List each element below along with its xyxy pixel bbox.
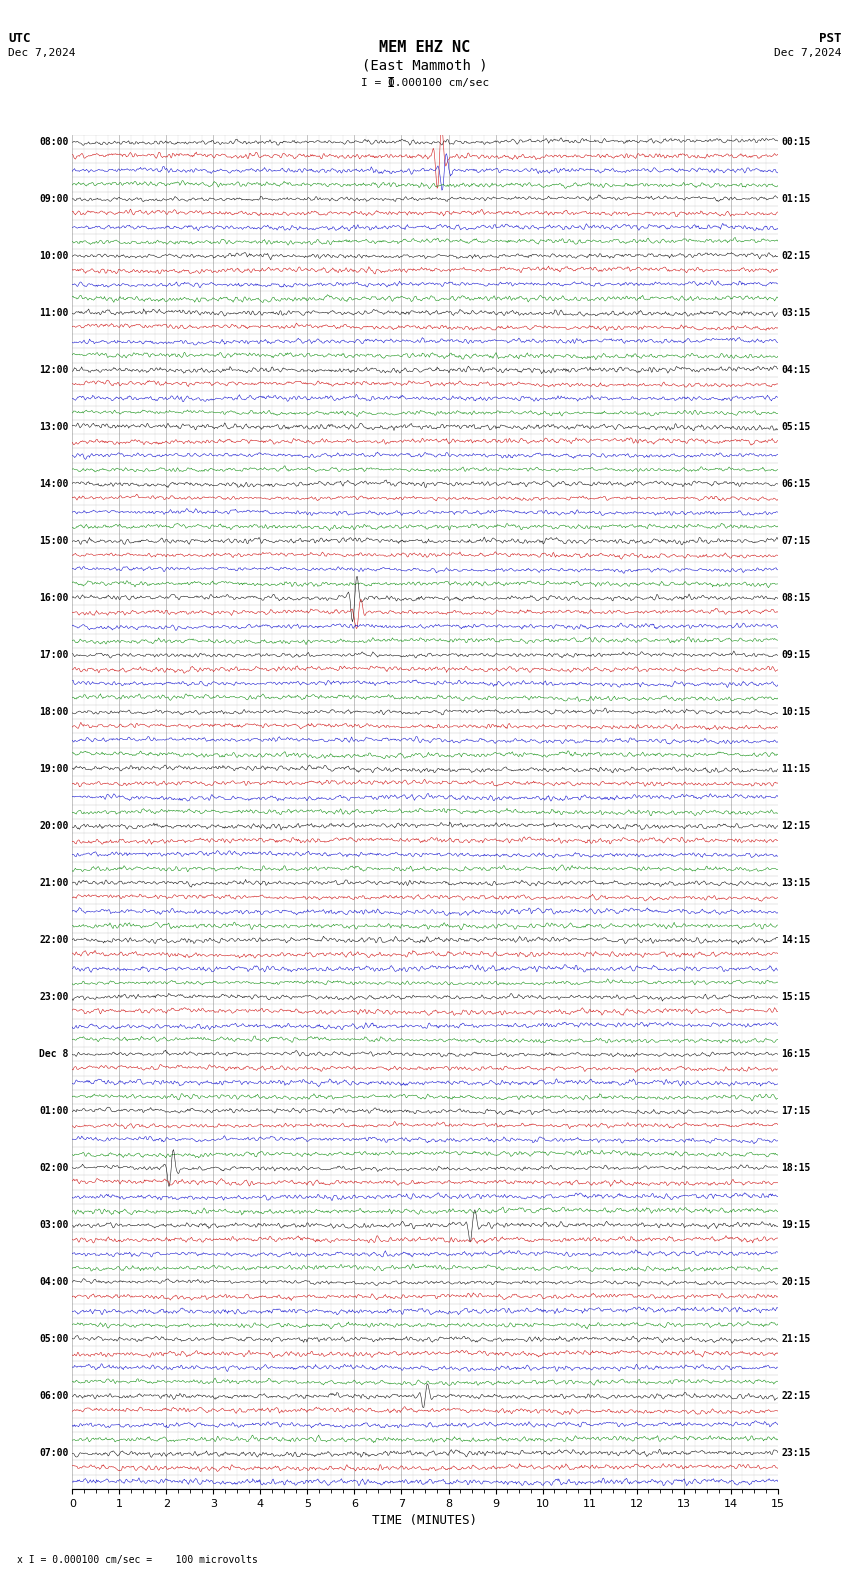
Text: 14:00: 14:00 (39, 478, 69, 489)
Text: PST: PST (819, 32, 842, 44)
Text: I = 0.000100 cm/sec: I = 0.000100 cm/sec (361, 78, 489, 87)
Text: 12:15: 12:15 (781, 821, 811, 832)
Text: 20:00: 20:00 (39, 821, 69, 832)
Text: (East Mammoth ): (East Mammoth ) (362, 59, 488, 73)
Text: UTC: UTC (8, 32, 31, 44)
Text: 23:15: 23:15 (781, 1448, 811, 1459)
Text: 10:00: 10:00 (39, 250, 69, 261)
Text: x I = 0.000100 cm/sec =    100 microvolts: x I = 0.000100 cm/sec = 100 microvolts (17, 1555, 258, 1565)
Text: 01:00: 01:00 (39, 1106, 69, 1117)
Text: 11:00: 11:00 (39, 307, 69, 318)
Text: 02:15: 02:15 (781, 250, 811, 261)
Text: 22:00: 22:00 (39, 935, 69, 946)
Text: 12:00: 12:00 (39, 364, 69, 375)
Text: Dec 8: Dec 8 (39, 1049, 69, 1060)
Text: 10:15: 10:15 (781, 706, 811, 718)
Text: 08:00: 08:00 (39, 136, 69, 147)
Text: 06:00: 06:00 (39, 1391, 69, 1402)
Text: 19:00: 19:00 (39, 763, 69, 775)
Text: MEM EHZ NC: MEM EHZ NC (379, 40, 471, 54)
Text: 09:15: 09:15 (781, 649, 811, 661)
Text: 02:00: 02:00 (39, 1163, 69, 1174)
Text: 07:15: 07:15 (781, 535, 811, 546)
Text: 16:15: 16:15 (781, 1049, 811, 1060)
Text: 08:15: 08:15 (781, 592, 811, 604)
Text: 03:00: 03:00 (39, 1220, 69, 1231)
Text: 05:15: 05:15 (781, 421, 811, 432)
X-axis label: TIME (MINUTES): TIME (MINUTES) (372, 1514, 478, 1527)
Text: Dec 7,2024: Dec 7,2024 (8, 48, 76, 57)
Text: 17:15: 17:15 (781, 1106, 811, 1117)
Text: 06:15: 06:15 (781, 478, 811, 489)
Text: 19:15: 19:15 (781, 1220, 811, 1231)
Text: 11:15: 11:15 (781, 763, 811, 775)
Text: 13:00: 13:00 (39, 421, 69, 432)
Text: I: I (387, 76, 395, 90)
Text: Dec 7,2024: Dec 7,2024 (774, 48, 842, 57)
Text: 18:15: 18:15 (781, 1163, 811, 1174)
Text: 21:00: 21:00 (39, 878, 69, 889)
Text: 07:00: 07:00 (39, 1448, 69, 1459)
Text: 15:00: 15:00 (39, 535, 69, 546)
Text: 22:15: 22:15 (781, 1391, 811, 1402)
Text: 05:00: 05:00 (39, 1334, 69, 1345)
Text: 16:00: 16:00 (39, 592, 69, 604)
Text: 14:15: 14:15 (781, 935, 811, 946)
Text: 20:15: 20:15 (781, 1277, 811, 1288)
Text: 01:15: 01:15 (781, 193, 811, 204)
Text: 17:00: 17:00 (39, 649, 69, 661)
Text: 04:15: 04:15 (781, 364, 811, 375)
Text: 18:00: 18:00 (39, 706, 69, 718)
Text: 23:00: 23:00 (39, 992, 69, 1003)
Text: 00:15: 00:15 (781, 136, 811, 147)
Text: 09:00: 09:00 (39, 193, 69, 204)
Text: 13:15: 13:15 (781, 878, 811, 889)
Text: 15:15: 15:15 (781, 992, 811, 1003)
Text: 03:15: 03:15 (781, 307, 811, 318)
Text: 04:00: 04:00 (39, 1277, 69, 1288)
Text: 21:15: 21:15 (781, 1334, 811, 1345)
